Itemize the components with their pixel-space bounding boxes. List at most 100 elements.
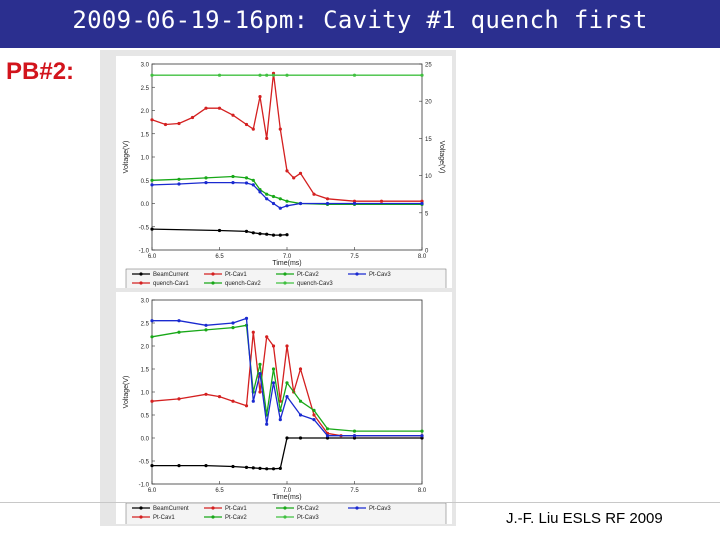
data-point-pt-cav1 (190, 115, 195, 120)
data-point-pt-cav1 (312, 413, 316, 417)
footer-divider (0, 502, 720, 503)
pb-label: PB#2: (6, 58, 75, 85)
data-point-beamcurrent (271, 233, 276, 237)
data-point-beamcurrent (258, 466, 262, 470)
data-point-beamcurrent (217, 228, 222, 233)
data-point-beamcurrent (325, 436, 330, 440)
legend-label: quench-Cav2 (225, 281, 261, 287)
x-axis-label: Time(ms) (272, 260, 301, 267)
data-point-pt-cav2 (265, 192, 269, 196)
data-point-pt-cav3 (352, 201, 357, 206)
data-point-pt-cav2 (285, 381, 289, 385)
x-tick-label: 7.5 (350, 254, 359, 260)
legend-marker (211, 281, 215, 285)
data-point-pt-cav3 (271, 201, 276, 206)
legend-marker (211, 272, 215, 276)
y-tick-label: -0.5 (139, 460, 150, 466)
data-point-pt-cav3 (258, 190, 262, 194)
series-line-pt-cav2 (151, 324, 422, 432)
data-point-pt-cav2 (244, 176, 249, 180)
data-point-pt-cav1 (325, 197, 330, 201)
y-tick-label: 2.0 (141, 109, 150, 115)
data-point-pt-cav3 (251, 399, 255, 403)
data-point-beamcurrent (177, 464, 181, 468)
data-point-pt-cav3 (177, 182, 181, 186)
slide-title: 2009-06-19-16pm: Cavity #1 quench first (72, 6, 648, 34)
legend-marker (139, 515, 143, 519)
y2-tick-label: 20 (425, 100, 432, 106)
data-point-pt-cav1 (265, 335, 269, 339)
y-tick-label: 2.0 (141, 345, 150, 351)
data-point-pt-cav2 (278, 197, 282, 201)
data-point-beamcurrent (258, 232, 262, 236)
y-tick-label: 2.5 (141, 322, 150, 328)
legend-label: Pt-Cav3 (369, 272, 391, 278)
data-point-beamcurrent (352, 436, 357, 440)
data-point-pt-cav3 (258, 372, 262, 376)
x-tick-label: 8.0 (418, 254, 427, 260)
data-point-pt-cav2 (150, 178, 154, 182)
data-point-quench-cav3 (420, 73, 424, 77)
data-point-beamcurrent (231, 464, 235, 469)
data-point-pt-cav2 (204, 328, 208, 332)
data-point-pt-cav1 (285, 169, 289, 173)
data-point-beamcurrent (251, 466, 255, 470)
data-point-pt-cav1 (244, 122, 249, 127)
y-tick-label: 0.5 (141, 179, 150, 185)
data-point-pt-cav1 (312, 192, 316, 196)
series-line-pt-cav3 (152, 317, 422, 437)
legend-marker (211, 506, 215, 510)
data-point-pt-cav1 (177, 121, 181, 126)
data-point-pt-cav3 (420, 434, 424, 438)
data-point-pt-cav2 (325, 427, 330, 431)
x-tick-label: 6.5 (215, 254, 224, 260)
y-axis-label: Voltage(V) (123, 376, 130, 409)
legend-label: Pt-Cav2 (297, 506, 319, 512)
legend-label: Pt-Cav2 (297, 272, 319, 278)
data-point-beamcurrent (278, 233, 282, 237)
x-tick-label: 7.0 (283, 488, 292, 494)
legend-label: quench-Cav1 (153, 281, 189, 287)
legend-label: BeamCurrent (153, 506, 189, 512)
plot-frame (151, 299, 423, 485)
y-tick-label: 1.5 (141, 368, 150, 374)
y-tick-label: 3.0 (141, 299, 150, 305)
chart-bottom: 3.0 2.5 2.0 1.5 1.0 0.5 0.0 -0.5 -1.0 6.0 6.5 7.0 7.… (116, 292, 452, 526)
legend-label: Pt-Cav1 (225, 506, 247, 512)
y2-tick-label: 10 (425, 174, 432, 180)
data-point-pt-cav2 (150, 335, 154, 339)
legend-label: BeamCurrent (153, 272, 189, 278)
data-point-pt-cav3 (265, 197, 269, 201)
data-point-pt-cav1 (150, 399, 154, 403)
data-point-pt-cav1 (298, 367, 303, 371)
data-point-pt-cav1 (177, 397, 181, 401)
data-point-pt-cav2 (271, 367, 276, 371)
data-point-pt-cav1 (285, 344, 289, 348)
x-tick-label: 6.5 (215, 488, 224, 494)
data-point-beamcurrent (265, 232, 269, 236)
data-point-pt-cav2 (251, 178, 255, 182)
x-tick-label: 6.0 (148, 254, 157, 260)
y2-axis-label: Voltage(V) (438, 141, 445, 174)
legend-label: Pt-Cav1 (225, 272, 247, 278)
data-point-quench-cav3 (265, 73, 269, 77)
x-tick-label: 6.0 (148, 488, 157, 494)
chart-top-svg: 3.0 2.5 2.0 1.5 1.0 0.5 0.0 -0.5 -1.06.0 6.5 7.0 7.… (123, 63, 447, 292)
data-point-pt-cav1 (258, 390, 262, 394)
y-tick-label: -0.5 (139, 225, 150, 231)
y-tick-label: 1.0 (141, 156, 150, 162)
legend-label: Pt-Cav1 (153, 515, 175, 521)
data-point-pt-cav2 (271, 194, 276, 199)
data-point-beamcurrent (420, 436, 424, 440)
data-point-quench-cav3 (285, 73, 289, 77)
data-point-pt-cav3 (231, 181, 235, 185)
data-point-pt-cav1 (204, 392, 208, 396)
legend-marker (139, 506, 143, 510)
data-point-pt-cav1 (231, 399, 235, 403)
data-point-pt-cav3 (271, 381, 276, 385)
data-point-pt-cav3 (244, 181, 249, 185)
y-tick-label: 2.5 (141, 86, 150, 92)
data-point-pt-cav3 (204, 323, 208, 327)
data-point-pt-cav1 (251, 127, 255, 131)
data-point-beamcurrent (265, 467, 269, 471)
